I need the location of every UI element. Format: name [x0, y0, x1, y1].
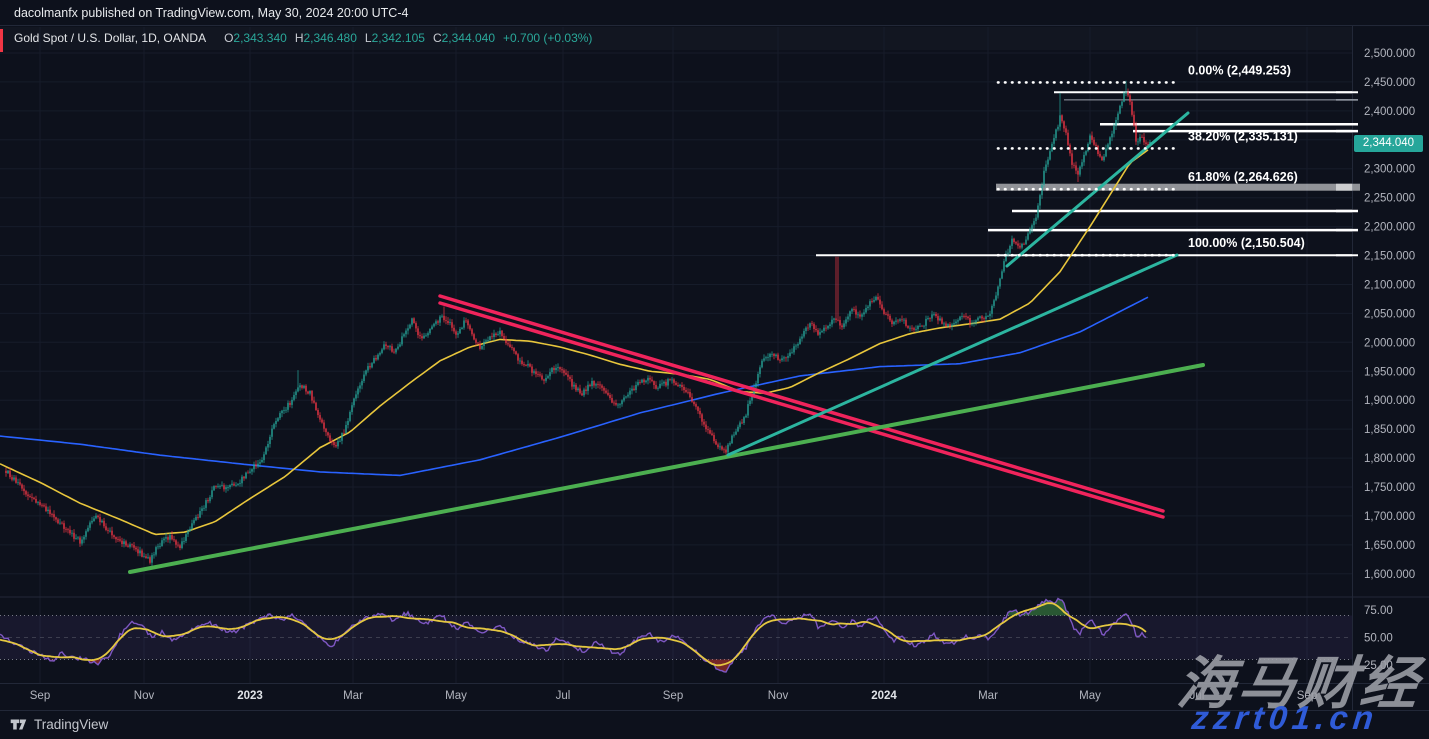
- close-value: 2,344.040: [441, 31, 496, 45]
- tradingview-logo[interactable]: TradingView: [10, 716, 108, 733]
- fib-label: 100.00% (2,150.504): [1188, 236, 1305, 250]
- tradingview-logo-text: TradingView: [34, 717, 109, 732]
- rsi-overbought-fill: [0, 598, 1147, 616]
- price-tick-label: 2,050.000: [1364, 308, 1415, 320]
- rsi-pane[interactable]: [0, 597, 1352, 673]
- trendline-descending-channel-lower: [438, 301, 1165, 519]
- left-edge-candle-fragment: [0, 29, 3, 52]
- time-tick-label: Sep: [663, 690, 683, 702]
- price-tick-label: 1,600.000: [1364, 569, 1415, 581]
- price-axis[interactable]: 2,500.000 2,450.000 2,400.000 2,300.000 2,25…: [1336, 48, 1415, 672]
- ma-fast-line[interactable]: [0, 149, 1149, 536]
- price-tick-label: 2,000.000: [1364, 337, 1415, 349]
- low-label: L: [364, 31, 372, 45]
- high-value: 2,346.480: [303, 31, 357, 45]
- rsi-tick-label: 25.00: [1364, 660, 1393, 672]
- rsi-ma-line: [0, 602, 1147, 667]
- price-tick-label: 1,900.000: [1364, 395, 1415, 407]
- rsi-tick-label: 75.00: [1364, 605, 1393, 617]
- time-tick-label: Sep: [1297, 690, 1317, 702]
- time-tick-label: Nov: [134, 690, 155, 702]
- price-tick-label: 2,450.000: [1364, 77, 1415, 89]
- time-tick-label: Nov: [768, 690, 789, 702]
- last-price-badge: 2,344.040: [1354, 135, 1423, 152]
- price-tick-label: 2,500.000: [1364, 48, 1415, 60]
- time-tick-label: Jul: [1190, 690, 1205, 702]
- trendline-ascending-support: [726, 253, 1179, 457]
- rsi-oversold-fill: [0, 659, 1147, 672]
- watermark-url: zzrt01.cn: [1190, 699, 1381, 736]
- symbol-legend[interactable]: Gold Spot / U.S. Dollar, 1D, OANDA O2,343…: [14, 31, 592, 45]
- fib-label: 61.80% (2,264.626): [1188, 170, 1298, 184]
- price-tick-label: 1,750.000: [1364, 482, 1415, 494]
- time-tick-label: 2023: [237, 690, 263, 702]
- price-tick-label: 2,200.000: [1364, 222, 1415, 234]
- high-label: H: [294, 31, 304, 45]
- low-value: 2,342.105: [371, 31, 425, 45]
- price-tick-label: 1,850.000: [1364, 424, 1415, 436]
- time-tick-label: Jul: [556, 690, 571, 702]
- tradingview-logo-icon: [10, 719, 27, 730]
- time-tick-label: 2024: [871, 690, 897, 702]
- pane-dividers: [0, 25, 1429, 711]
- open-value: 2,343.340: [233, 31, 287, 45]
- symbol-title[interactable]: Gold Spot / U.S. Dollar, 1D, OANDA: [14, 31, 207, 45]
- price-tick-label: 1,800.000: [1364, 453, 1415, 465]
- price-tick-label: 2,150.000: [1364, 251, 1415, 263]
- candlestick-series[interactable]: [5, 80, 1151, 566]
- time-axis[interactable]: Sep Nov 2023 Mar May Jul Sep Nov 2024 Mar May Jul Se…: [30, 690, 1317, 702]
- time-tick-label: Sep: [30, 690, 50, 702]
- time-tick-label: May: [445, 690, 467, 702]
- price-tick-label: 2,400.000: [1364, 106, 1415, 118]
- price-tick-label: 1,650.000: [1364, 540, 1415, 552]
- trendline-descending-channel-upper: [438, 294, 1165, 513]
- fib-label: 0.00% (2,449.253): [1188, 63, 1291, 77]
- open-label: O: [224, 31, 234, 45]
- price-tick-label: 2,100.000: [1364, 280, 1415, 292]
- fib-band: [996, 183, 1352, 191]
- time-tick-label: Mar: [978, 690, 998, 702]
- fib-label: 38.20% (2,335.131): [1188, 129, 1298, 143]
- price-tick-label: 2,300.000: [1364, 164, 1415, 176]
- price-tick-label: 1,950.000: [1364, 366, 1415, 378]
- close-label: C: [432, 31, 442, 45]
- price-tick-label: 1,700.000: [1364, 511, 1415, 523]
- time-tick-label: May: [1079, 690, 1101, 702]
- bottom-bar: TradingView: [0, 710, 1429, 739]
- time-tick-label: Mar: [343, 690, 363, 702]
- change-value: +0.700 (+0.03%): [503, 31, 593, 45]
- rsi-tick-label: 50.00: [1364, 633, 1393, 645]
- ma-slow-line[interactable]: [0, 296, 1149, 477]
- attribution-text: dacolmanfx published on TradingView.com,…: [14, 6, 409, 20]
- fib-retracement[interactable]: 0.00% (2,449.253) 38.20% (2,335.131) 61.80…: [996, 63, 1305, 257]
- price-tick-label: 2,250.000: [1364, 193, 1415, 205]
- trendline-long-term-support: [128, 363, 1205, 574]
